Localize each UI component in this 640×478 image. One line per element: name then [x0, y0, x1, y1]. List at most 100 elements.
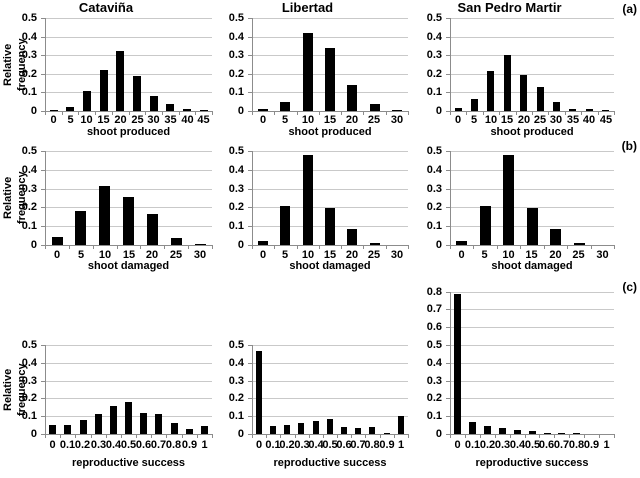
y-tick-label: 0.4	[426, 164, 442, 176]
x-tick	[319, 112, 320, 115]
x-axis-line	[41, 434, 213, 435]
y-tick	[248, 345, 252, 346]
y-tick	[446, 245, 450, 246]
gridline	[252, 189, 408, 190]
gridline	[450, 170, 614, 171]
x-tick	[188, 246, 189, 249]
x-tick-label: 5	[281, 249, 289, 261]
x-tick	[252, 246, 253, 249]
bar	[150, 96, 158, 111]
bar	[95, 414, 102, 434]
bar	[586, 109, 593, 111]
x-tick-label: 0	[458, 249, 465, 261]
gridline	[45, 345, 212, 346]
x-tick	[483, 112, 484, 115]
x-tick	[569, 435, 570, 438]
x-tick-label: 5	[481, 249, 488, 261]
x-tick	[520, 246, 521, 249]
x-axis-line	[248, 245, 409, 246]
x-tick	[266, 435, 267, 438]
x-tick-label: 0.2	[479, 439, 496, 451]
y-axis-line	[252, 345, 253, 435]
x-tick-label: 0.8	[364, 439, 380, 451]
gridline	[252, 363, 408, 364]
x-tick	[319, 246, 320, 249]
gridline	[450, 327, 614, 328]
y-tick	[41, 416, 45, 417]
bar	[544, 433, 551, 434]
bar	[49, 425, 56, 434]
bar	[370, 243, 380, 245]
x-tick-label: 15	[323, 249, 337, 261]
x-axis-title: shoot damaged	[289, 260, 371, 272]
bar	[392, 110, 402, 111]
y-tick	[248, 18, 252, 19]
bar	[520, 75, 527, 111]
x-tick	[565, 112, 566, 115]
x-tick-label: 45	[197, 114, 210, 126]
y-tick-label: 0.4	[228, 357, 244, 369]
x-tick	[297, 112, 298, 115]
y-tick	[446, 309, 450, 310]
x-axis-title: shoot produced	[86, 126, 171, 138]
y-tick-label: 0.1	[21, 220, 37, 232]
x-tick-label: 1	[603, 439, 610, 451]
bar	[200, 110, 208, 111]
bar	[195, 244, 206, 245]
y-tick-label: 0.1	[21, 86, 37, 98]
bar	[116, 51, 124, 111]
x-tick	[295, 435, 296, 438]
y-tick-label: 0.2	[426, 68, 442, 80]
bar	[75, 211, 86, 245]
y-tick	[41, 398, 45, 399]
x-tick	[341, 246, 342, 249]
x-tick	[510, 435, 511, 438]
gridline	[252, 381, 408, 382]
x-tick-label: 35	[566, 114, 580, 126]
x-tick	[380, 435, 381, 438]
x-tick-label: 20	[549, 249, 562, 261]
y-axis-line	[450, 18, 451, 112]
bar	[341, 427, 347, 434]
bar	[258, 109, 268, 111]
x-tick-label: 1	[201, 439, 208, 451]
x-tick	[140, 246, 141, 249]
bar	[80, 420, 87, 434]
x-tick	[499, 112, 500, 115]
bar	[514, 430, 521, 434]
y-tick	[41, 434, 45, 435]
bar	[201, 426, 208, 434]
x-tick-label: 40	[181, 114, 194, 126]
x-tick	[598, 112, 599, 115]
x-tick	[45, 112, 46, 115]
x-tick-label: 15	[525, 249, 538, 261]
x-tick	[365, 435, 366, 438]
x-tick	[297, 246, 298, 249]
gridline	[450, 151, 614, 152]
y-tick-label: 0.5	[228, 145, 244, 157]
gridline	[450, 189, 614, 190]
x-axis-title: shoot produced	[288, 126, 372, 138]
y-tick-label: 0.2	[228, 201, 244, 213]
x-tick-label: 0.7	[150, 439, 167, 451]
x-tick	[450, 112, 451, 115]
x-tick-label: 0.7	[350, 439, 366, 451]
x-tick-label: 5	[281, 114, 289, 126]
y-tick-label: 0.3	[228, 183, 244, 195]
x-tick	[164, 246, 165, 249]
bar	[258, 241, 268, 245]
y-tick	[446, 55, 450, 56]
x-tick	[584, 435, 585, 438]
x-tick	[532, 112, 533, 115]
x-tick	[341, 112, 342, 115]
x-tick	[197, 435, 198, 438]
bar	[347, 85, 357, 111]
y-tick	[248, 226, 252, 227]
y-tick	[248, 37, 252, 38]
x-tick	[195, 112, 196, 115]
y-tick-label: 0.1	[426, 220, 442, 232]
